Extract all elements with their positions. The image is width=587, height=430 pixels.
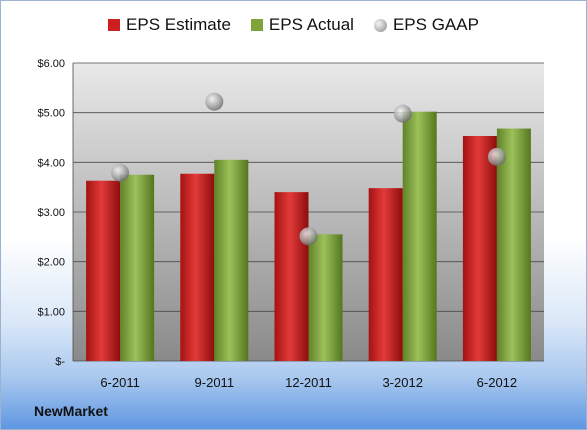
- legend-label-eps-actual: EPS Actual: [268, 15, 354, 34]
- bar-eps-estimate: [86, 180, 121, 361]
- marker-eps-gaap: [205, 92, 224, 111]
- marker-eps-gaap: [393, 104, 412, 123]
- y-tick-label: $5.00: [37, 108, 65, 120]
- legend-label-eps-gaap: EPS GAAP: [392, 15, 479, 34]
- brand-label: NewMarket: [34, 403, 108, 419]
- x-tick-label: 3-2012: [382, 375, 422, 390]
- y-tick-label: $1.00: [37, 306, 65, 318]
- x-tick-label: 9-2011: [195, 375, 235, 390]
- bar-eps-actual: [120, 174, 155, 361]
- legend-swatch-red: [108, 19, 121, 31]
- legend-swatch-green: [250, 19, 263, 31]
- bar-eps-actual: [402, 111, 437, 361]
- y-tick-label: $6.00: [37, 58, 65, 70]
- y-tick-label: $4.00: [37, 157, 65, 169]
- bar-eps-actual: [214, 159, 249, 361]
- legend-item-eps-estimate: EPS Estimate: [108, 15, 231, 35]
- marker-eps-gaap: [487, 147, 506, 166]
- bar-eps-estimate: [274, 192, 309, 361]
- legend-swatch-sphere: [373, 18, 387, 32]
- x-tick-label: 12-2011: [285, 375, 332, 390]
- legend-item-eps-gaap: EPS GAAP: [373, 15, 479, 35]
- bar-eps-estimate: [180, 173, 215, 361]
- bar-eps-estimate: [368, 188, 403, 361]
- marker-eps-gaap: [299, 227, 318, 246]
- x-tick-label: 6-2012: [477, 375, 517, 390]
- y-tick-label: $-: [55, 356, 65, 368]
- chart-legend: EPS Estimate EPS Actual EPS GAAP: [1, 15, 586, 35]
- y-tick-label: $3.00: [37, 207, 65, 219]
- bar-eps-estimate: [462, 136, 497, 361]
- legend-item-eps-actual: EPS Actual: [250, 15, 354, 35]
- legend-label-eps-estimate: EPS Estimate: [126, 15, 231, 34]
- marker-eps-gaap: [111, 163, 130, 182]
- bar-eps-actual: [496, 128, 531, 361]
- x-tick-label: 6-2011: [100, 375, 140, 390]
- bar-eps-actual: [308, 234, 343, 361]
- y-tick-label: $2.00: [37, 257, 65, 269]
